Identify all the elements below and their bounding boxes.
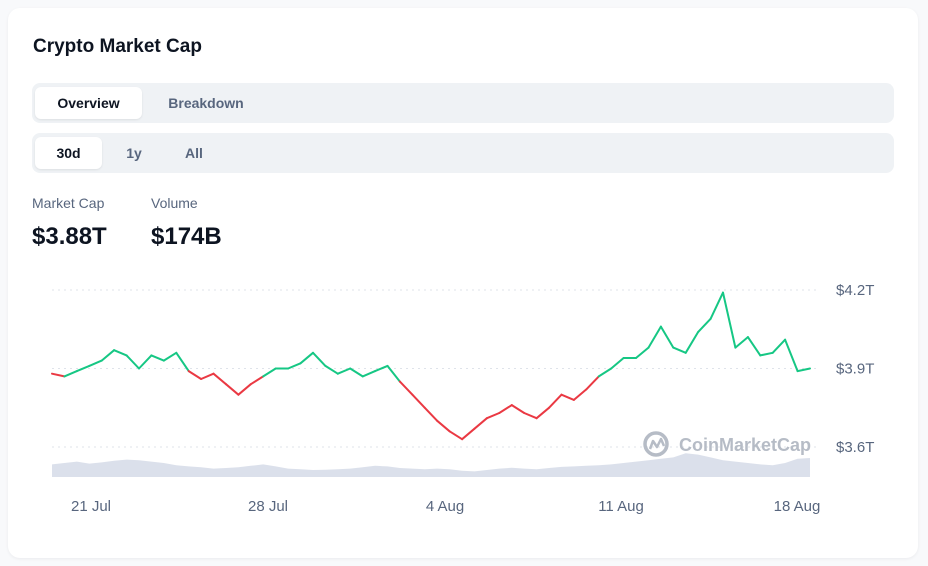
line-segment (100, 349, 116, 362)
line-segment (461, 427, 476, 441)
line-segment (113, 349, 128, 357)
y-axis: $4.2T $3.9T $3.6T (836, 282, 874, 456)
line-segment (63, 370, 78, 378)
watermark-text: CoinMarketCap (679, 435, 811, 455)
y-tick-label: $3.9T (836, 361, 874, 378)
line-segment (597, 367, 613, 378)
line-segment (535, 406, 550, 420)
line-segment (411, 393, 426, 409)
line-segment (262, 367, 277, 378)
range-30d[interactable]: 30d (35, 137, 102, 169)
line-segment (635, 346, 650, 359)
line-segment (610, 357, 625, 370)
line-segment (548, 393, 563, 409)
line-segment (796, 367, 811, 373)
y-tick-label: $3.6T (836, 439, 874, 456)
market-cap-value: $3.88T (32, 223, 107, 250)
line-segment (647, 325, 662, 349)
line-segment (212, 372, 227, 386)
line-segment (572, 388, 588, 401)
coinmarketcap-logo-icon (643, 431, 669, 457)
line-segment (162, 351, 178, 362)
line-segment (175, 351, 190, 373)
volume-label: Volume (151, 195, 198, 211)
range-tabs: 30d 1y All (32, 133, 894, 173)
y-tick-label: $4.2T (836, 282, 874, 299)
line-segment (473, 417, 488, 430)
line-segment (746, 336, 762, 357)
line-segment (560, 393, 575, 401)
watermark: CoinMarketCap (643, 431, 811, 457)
tab-breakdown[interactable]: Breakdown (168, 95, 244, 111)
line-segment (423, 406, 439, 422)
line-segment (312, 351, 327, 367)
line-segment (585, 375, 600, 391)
page-title: Crypto Market Cap (33, 36, 202, 57)
line-segment (225, 383, 240, 396)
line-segment (784, 338, 799, 373)
line-segment (684, 330, 700, 354)
line-segment (150, 354, 165, 362)
market-cap-label: Market Cap (32, 195, 105, 211)
line-segment (672, 346, 687, 354)
volume-layer (52, 453, 810, 477)
line-segment (187, 370, 203, 380)
tab-overview[interactable]: Overview (35, 87, 142, 119)
line-segment (386, 364, 401, 383)
line-segment (125, 354, 140, 370)
line-segment (759, 351, 774, 357)
x-tick-label: 21 Jul (71, 498, 111, 515)
line-segment (448, 430, 464, 441)
volume-value: $174B (151, 223, 222, 250)
line-segment (138, 354, 153, 370)
line-segment (287, 362, 302, 370)
line-segment (398, 380, 414, 396)
range-all[interactable]: All (185, 145, 203, 161)
line-segment (88, 359, 103, 367)
x-tick-label: 11 Aug (598, 498, 644, 515)
line-segment (771, 338, 787, 354)
line-segment (722, 291, 737, 349)
line-segment (697, 317, 712, 333)
x-tick-label: 18 Aug (774, 498, 821, 515)
line-segment (374, 364, 389, 373)
line-segment (200, 372, 215, 380)
range-1y[interactable]: 1y (126, 145, 142, 161)
x-tick-label: 28 Jul (248, 498, 288, 515)
line-segment (709, 291, 724, 320)
x-tick-label: 4 Aug (426, 498, 464, 515)
line-segment (349, 367, 364, 378)
line-segment (75, 364, 91, 373)
line-segment (498, 404, 513, 414)
line-segment (336, 367, 352, 375)
view-tabs: Overview Breakdown (32, 83, 894, 123)
line-segment (436, 419, 451, 433)
line-segment (734, 336, 749, 349)
line-segment (510, 404, 526, 414)
line-segment (324, 364, 339, 375)
chart-grid (52, 289, 820, 448)
x-axis: 21 Jul 28 Jul 4 Aug 11 Aug 18 Aug (71, 498, 820, 515)
line-segment (237, 383, 252, 396)
line-segment (523, 412, 538, 420)
line-segment (361, 370, 377, 378)
line-segment (249, 375, 265, 386)
line-segment (299, 351, 314, 365)
line-segment (485, 412, 501, 420)
price-line (51, 291, 811, 441)
line-segment (659, 325, 675, 349)
volume-area (52, 453, 810, 477)
line-segment (51, 372, 66, 378)
